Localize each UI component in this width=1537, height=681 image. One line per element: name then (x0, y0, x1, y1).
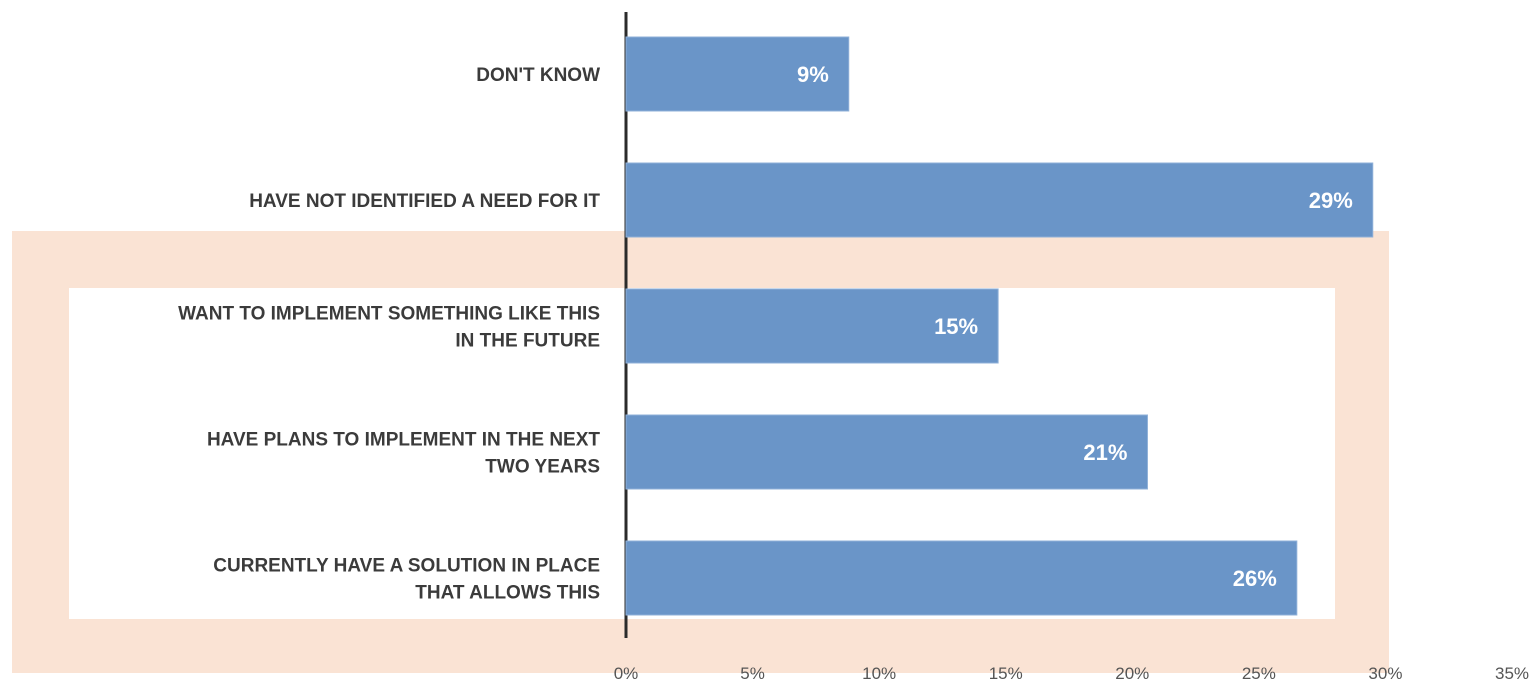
x-tick-label: 15% (989, 664, 1023, 681)
x-tick-label: 30% (1368, 664, 1402, 681)
category-label: WANT TO IMPLEMENT SOMETHING LIKE THIS IN … (178, 304, 600, 352)
x-tick-label: 10% (862, 664, 896, 681)
bar (626, 541, 1297, 615)
x-tick-label: 5% (740, 664, 765, 681)
category-label: CURRENTLY HAVE A SOLUTION IN PLACE THAT A… (213, 556, 600, 604)
category-label: HAVE PLANS TO IMPLEMENT IN THE NEXT TWO Y… (207, 430, 600, 478)
data-label: 26% (1233, 566, 1277, 591)
category-label: DON'T KNOW (476, 65, 600, 86)
data-label: 15% (934, 314, 978, 339)
x-tick-label: 0% (614, 664, 639, 681)
bar (626, 163, 1373, 237)
data-label: 9% (797, 62, 829, 87)
x-tick-label: 25% (1242, 664, 1276, 681)
category-label: HAVE NOT IDENTIFIED A NEED FOR IT (249, 191, 600, 212)
bar (626, 415, 1147, 489)
x-tick-label: 35% (1495, 664, 1529, 681)
x-tick-label: 20% (1115, 664, 1149, 681)
data-label: 21% (1083, 440, 1127, 465)
data-label: 29% (1309, 188, 1353, 213)
